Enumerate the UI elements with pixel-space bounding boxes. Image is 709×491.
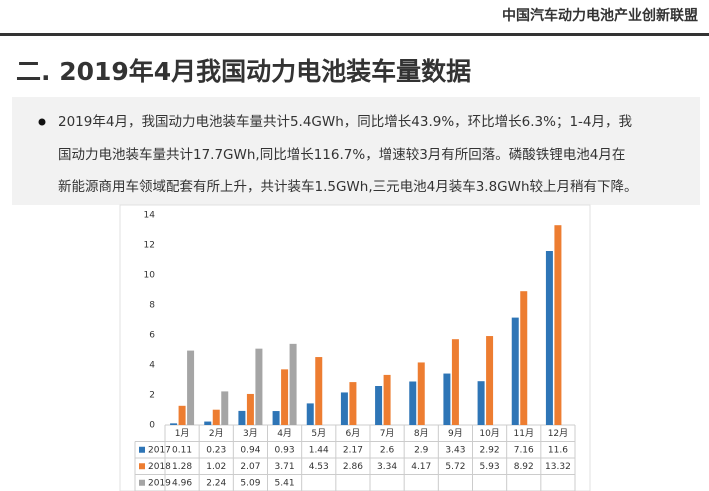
x-tick-label: 2月 bbox=[209, 428, 224, 439]
bar bbox=[178, 405, 186, 425]
bar bbox=[187, 350, 195, 425]
bar bbox=[238, 410, 246, 425]
table-value: 2.86 bbox=[343, 462, 363, 472]
bullet-box bbox=[12, 97, 700, 205]
x-tick-label: 6月 bbox=[346, 428, 361, 439]
y-tick-label: 8 bbox=[149, 301, 155, 311]
y-tick-label: 12 bbox=[144, 241, 155, 251]
table-value: 5.09 bbox=[240, 478, 260, 488]
legend-swatch bbox=[139, 463, 145, 470]
table-value: 1.28 bbox=[172, 462, 192, 472]
table-value: 0.93 bbox=[275, 445, 295, 455]
table-value: 8.92 bbox=[514, 462, 534, 472]
table-value: 0.94 bbox=[240, 445, 260, 455]
x-tick-label: 3月 bbox=[243, 428, 258, 439]
table-value: 11.6 bbox=[548, 445, 568, 455]
header-rule bbox=[0, 33, 709, 36]
bullet-line: 2019年4月，我国动力电池装车量共计5.4GWh，同比增长43.9%，环比增长… bbox=[58, 113, 633, 130]
table-value: 1.02 bbox=[206, 462, 226, 472]
bar bbox=[204, 421, 212, 425]
table-value: 0.23 bbox=[206, 445, 226, 455]
table-value: 3.34 bbox=[377, 462, 397, 472]
bar bbox=[554, 225, 562, 425]
bar bbox=[255, 348, 263, 425]
y-tick-label: 10 bbox=[144, 271, 156, 281]
bar bbox=[511, 317, 519, 425]
slide-title: 二. 2019年4月我国动力电池装车量数据 bbox=[16, 57, 471, 86]
table-value: 7.16 bbox=[514, 445, 534, 455]
bar bbox=[349, 382, 357, 425]
table-value: 2.24 bbox=[206, 478, 226, 488]
bar bbox=[486, 336, 494, 425]
x-tick-label: 5月 bbox=[311, 428, 326, 439]
legend-label: 2018 bbox=[148, 462, 171, 472]
y-tick-label: 4 bbox=[149, 361, 155, 371]
header-org: 中国汽车动力电池产业创新联盟 bbox=[502, 7, 698, 24]
table-value: 3.71 bbox=[275, 462, 295, 472]
bar bbox=[289, 343, 297, 425]
bullet-line: 国动力电池装车量共计17.7GWh,同比增长116.7%，增速较3月有所回落。磷… bbox=[58, 146, 625, 163]
bar bbox=[520, 291, 528, 425]
bar bbox=[477, 381, 485, 425]
table-value: 4.96 bbox=[172, 478, 192, 488]
bar bbox=[315, 357, 323, 425]
x-tick-label: 1月 bbox=[175, 428, 190, 439]
y-tick-label: 6 bbox=[149, 331, 155, 341]
bullet-line: 新能源商用车领域配套有所上升，共计装车1.5GWh,三元电池4月装车3.8GWh… bbox=[58, 178, 638, 195]
x-tick-label: 12月 bbox=[548, 428, 568, 439]
bar bbox=[383, 374, 391, 425]
bar bbox=[340, 392, 348, 425]
table-value: 2.9 bbox=[414, 445, 429, 455]
table-value: 5.93 bbox=[480, 462, 500, 472]
table-value: 5.72 bbox=[445, 462, 465, 472]
bar bbox=[417, 362, 425, 425]
y-tick-label: 2 bbox=[149, 391, 155, 401]
table-value: 1.44 bbox=[309, 445, 329, 455]
table-value: 2.07 bbox=[240, 462, 260, 472]
legend-label: 2019 bbox=[148, 478, 171, 488]
table-value: 4.53 bbox=[309, 462, 329, 472]
table-value: 2.17 bbox=[343, 445, 363, 455]
bar bbox=[306, 403, 314, 425]
bar bbox=[272, 411, 280, 425]
table-value: 0.11 bbox=[172, 445, 192, 455]
bar bbox=[281, 369, 289, 425]
legend-label: 2017 bbox=[148, 445, 171, 455]
chart-frame bbox=[119, 204, 591, 491]
bar bbox=[375, 386, 383, 425]
bar bbox=[545, 251, 553, 425]
bar bbox=[443, 373, 451, 425]
bar bbox=[221, 391, 229, 425]
legend-swatch bbox=[139, 479, 145, 486]
table-value: 3.43 bbox=[445, 445, 465, 455]
bar bbox=[409, 381, 417, 425]
x-tick-label: 11月 bbox=[514, 428, 534, 439]
x-tick-label: 7月 bbox=[380, 428, 395, 439]
table-value: 2.92 bbox=[480, 445, 500, 455]
x-tick-label: 9月 bbox=[448, 428, 463, 439]
bar bbox=[246, 393, 254, 425]
x-tick-label: 8月 bbox=[414, 428, 429, 439]
table-value: 4.17 bbox=[411, 462, 431, 472]
y-tick-label: 0 bbox=[149, 421, 155, 431]
legend-swatch bbox=[139, 446, 145, 453]
table-value: 2.6 bbox=[380, 445, 395, 455]
table-value: 13.32 bbox=[545, 462, 571, 472]
bar bbox=[451, 339, 459, 425]
table-value: 5.41 bbox=[275, 478, 295, 488]
x-tick-label: 10月 bbox=[479, 428, 499, 439]
y-tick-label: 14 bbox=[144, 211, 156, 221]
bar bbox=[212, 409, 220, 425]
x-tick-label: 4月 bbox=[277, 428, 292, 439]
bar bbox=[170, 423, 178, 425]
bullet-dot bbox=[38, 118, 46, 126]
